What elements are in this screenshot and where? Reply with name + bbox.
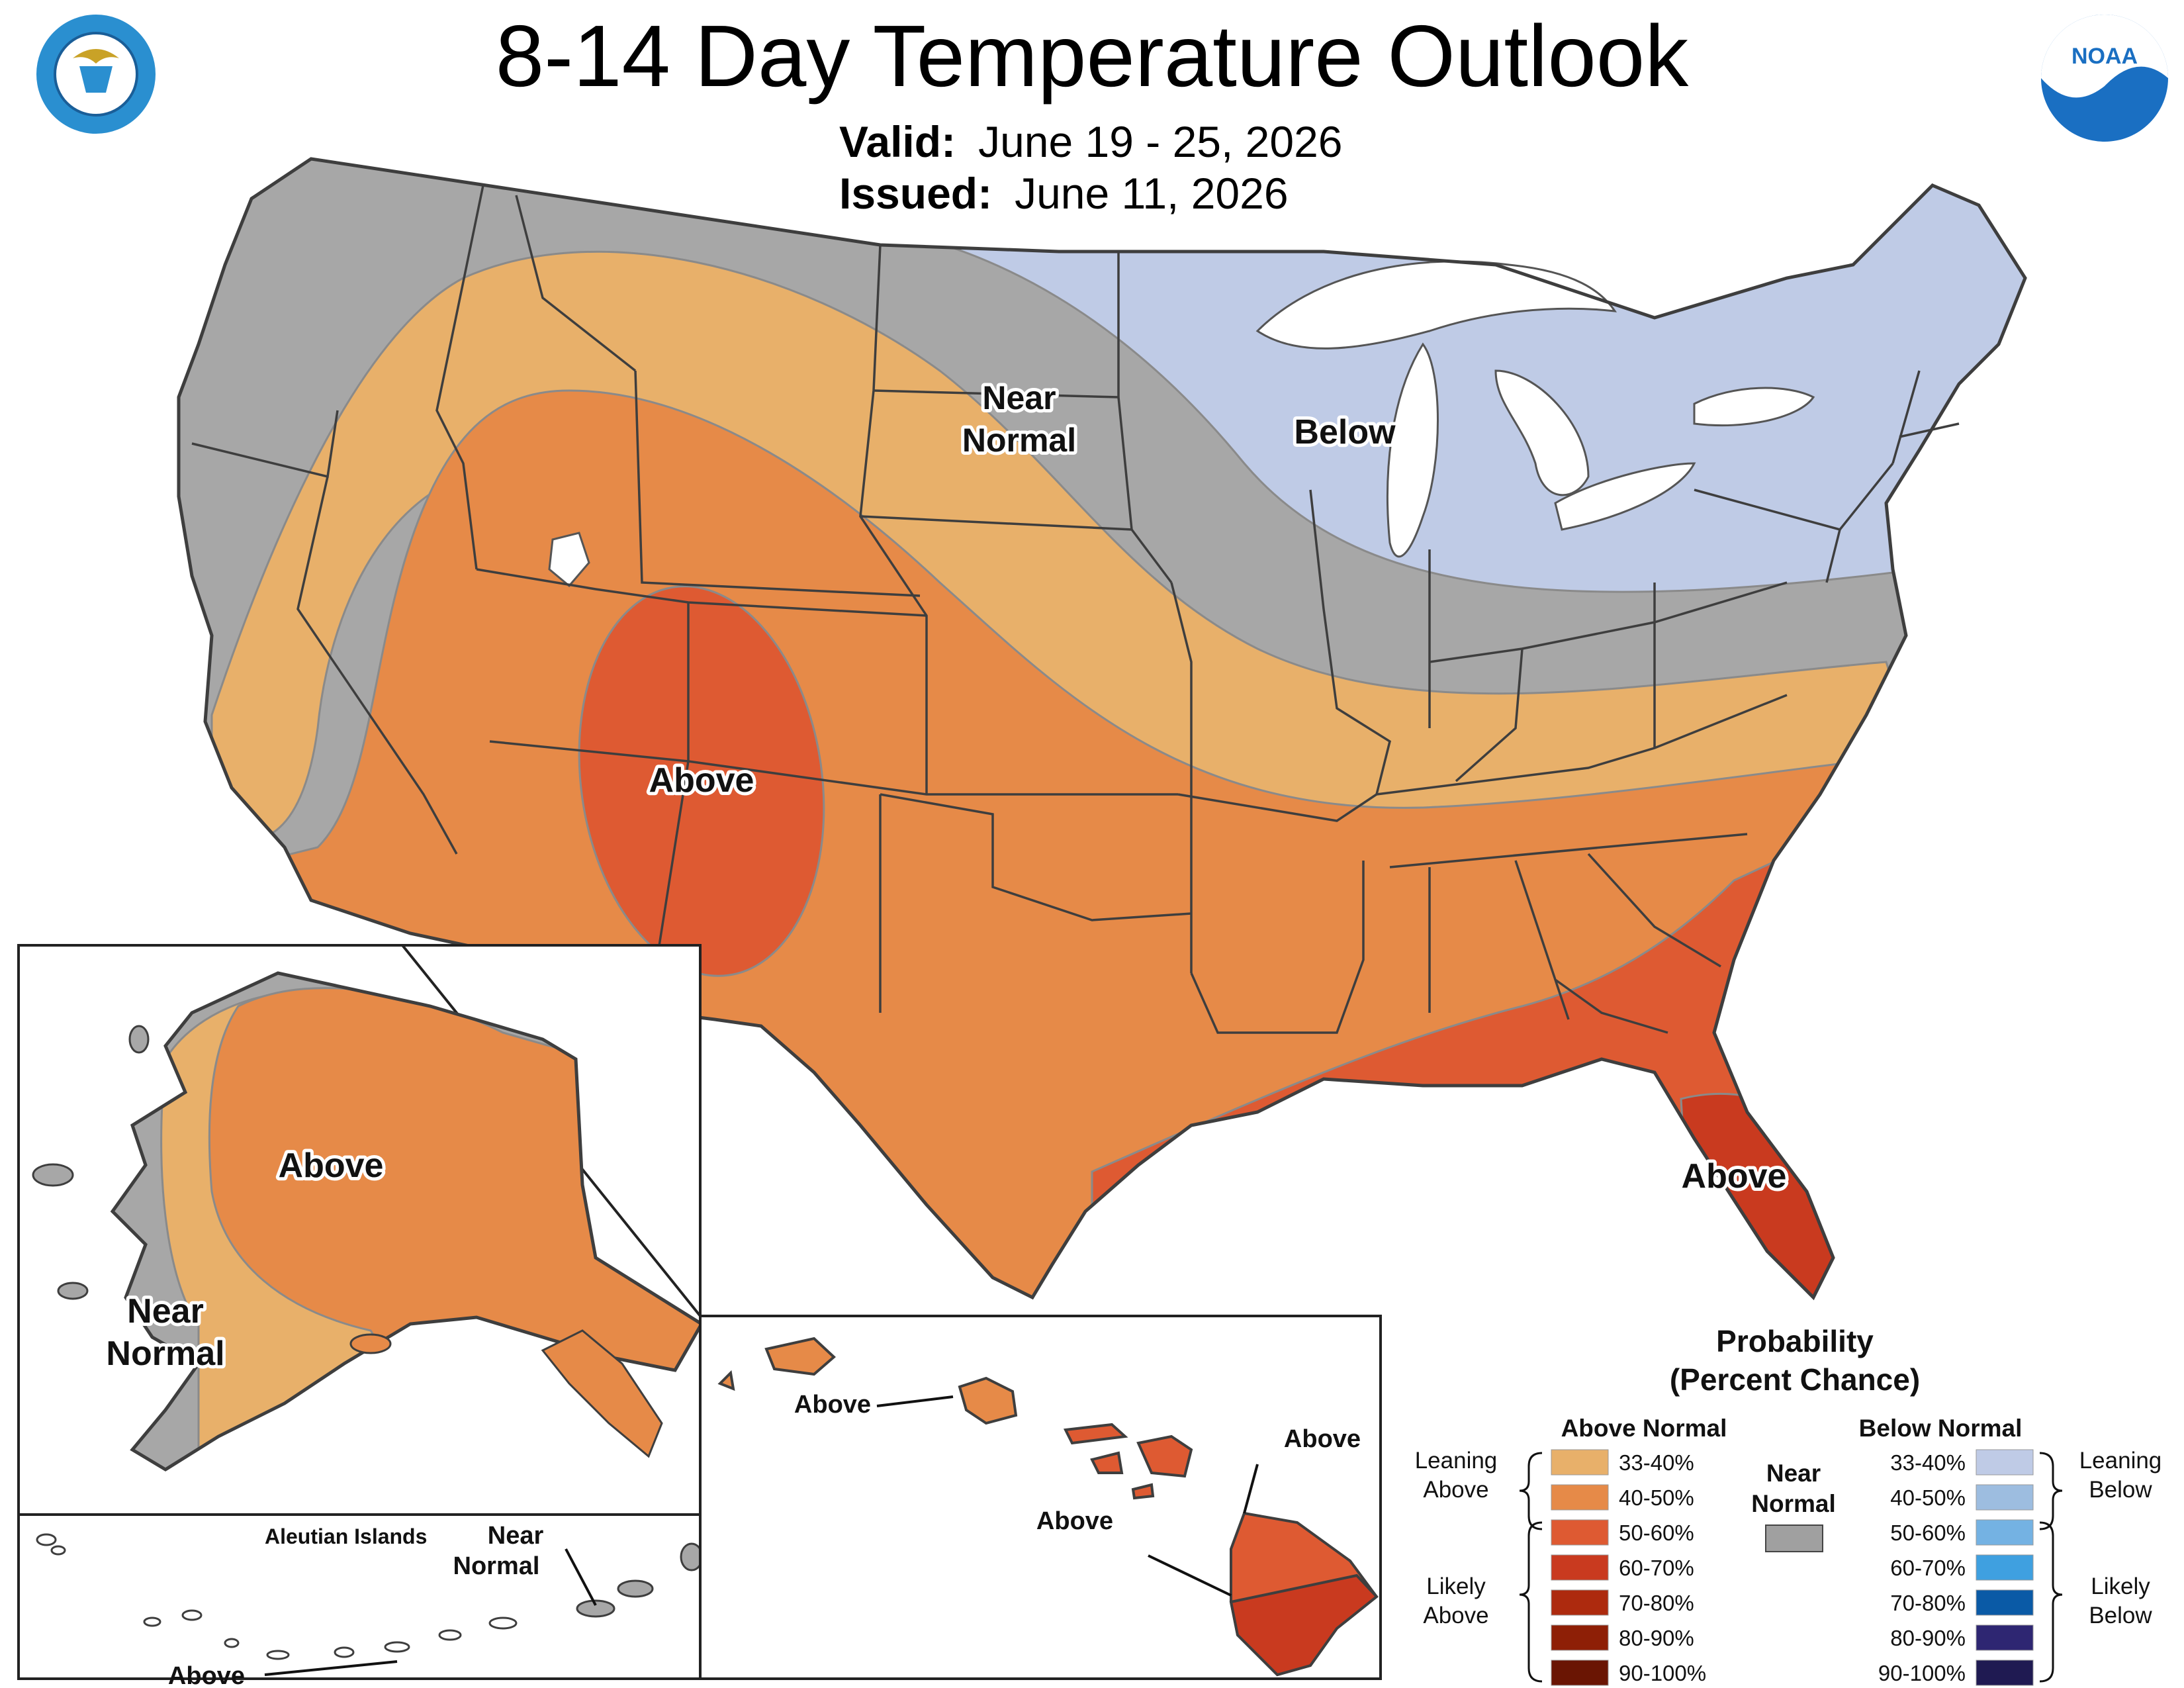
legend-below-range-1: 40-50% bbox=[1890, 1485, 1966, 1510]
legend-below-range-4: 70-80% bbox=[1890, 1591, 1966, 1615]
conus-above-florida-label: Above bbox=[1682, 1157, 1787, 1196]
legend-below-swatch-5 bbox=[1976, 1624, 2034, 1651]
legend-above-range-1: 40-50% bbox=[1619, 1485, 1694, 1510]
legend-title-2: (Percent Chance) bbox=[1670, 1362, 1920, 1397]
legend-leaning-above-2: Above bbox=[1423, 1477, 1488, 1503]
department-of-commerce-seal bbox=[34, 12, 158, 136]
issued-date-line: Issued: June 11, 2026 bbox=[839, 168, 1289, 218]
valid-label: Valid: bbox=[839, 117, 956, 166]
alaska-inset: Above Near Normal bbox=[17, 944, 704, 1516]
legend-above-range-6: 90-100% bbox=[1619, 1661, 1706, 1685]
legend-below-swatch-3 bbox=[1976, 1554, 2034, 1581]
aleutian-inset: Aleutian Islands Near Normal Above bbox=[17, 1513, 704, 1688]
legend-likely-above-2: Above bbox=[1423, 1603, 1488, 1628]
legend-braces bbox=[1519, 1452, 2063, 1683]
legend-near-header-2: Normal bbox=[1751, 1490, 1835, 1517]
hawaii-above-label-1: Above bbox=[794, 1391, 871, 1419]
state-boundaries bbox=[191, 185, 1960, 1034]
legend-likely-below-1: Likely bbox=[2091, 1573, 2150, 1599]
legend-below-range-3: 60-70% bbox=[1890, 1556, 1966, 1580]
alaska-near-normal-label-1: Near bbox=[127, 1292, 204, 1331]
hawaii-above-label-3: Above bbox=[1036, 1507, 1113, 1535]
legend-near-swatch bbox=[1765, 1524, 1823, 1552]
legend-near-header-1: Near bbox=[1766, 1460, 1821, 1487]
noaa-logo: NOAA bbox=[2041, 15, 2168, 142]
legend-below-swatch-2 bbox=[1976, 1519, 2034, 1546]
great-lakes bbox=[548, 260, 1815, 588]
legend-above-range-4: 70-80% bbox=[1619, 1591, 1694, 1615]
issued-label: Issued: bbox=[839, 169, 993, 218]
legend-below-swatch-4 bbox=[1976, 1589, 2034, 1616]
valid-date-line: Valid: June 19 - 25, 2026 bbox=[839, 117, 1343, 167]
valid-value: June 19 - 25, 2026 bbox=[978, 117, 1343, 166]
legend-likely-above-1: Likely bbox=[1426, 1573, 1486, 1599]
aleutian-above-label: Above bbox=[168, 1662, 245, 1688]
legend-above-swatch-2 bbox=[1551, 1519, 1609, 1546]
legend-below-range-2: 50-60% bbox=[1890, 1521, 1966, 1545]
legend-above-swatch-1 bbox=[1551, 1484, 1609, 1511]
legend-below-header: Below Normal bbox=[1859, 1415, 2023, 1442]
legend-leaning-below-2: Below bbox=[2089, 1477, 2152, 1503]
map-title: 8-14 Day Temperature Outlook bbox=[495, 7, 1689, 105]
conus-above-southwest-label: Above bbox=[649, 761, 754, 800]
conus-near-normal-label-1: Near bbox=[982, 379, 1056, 416]
legend-below-swatch-1 bbox=[1976, 1484, 2034, 1511]
legend-above-swatch-5 bbox=[1551, 1624, 1609, 1651]
legend-below-range-0: 33-40% bbox=[1890, 1450, 1966, 1475]
legend-title-1: Probability bbox=[1716, 1324, 1874, 1358]
alaska-near-normal-label-2: Normal bbox=[106, 1335, 224, 1373]
legend-above-rows: 33-40% 40-50% 50-60% 60-70% 70-80% 80-90% 90-1… bbox=[1551, 1449, 1706, 1686]
legend-below-range-6: 90-100% bbox=[1878, 1661, 1966, 1685]
legend-below-range-5: 80-90% bbox=[1890, 1626, 1966, 1650]
issued-value: June 11, 2026 bbox=[1015, 169, 1289, 218]
legend-below-swatch-0 bbox=[1976, 1449, 2034, 1476]
legend: Probability (Percent Chance) Above Norma… bbox=[1415, 1324, 2162, 1686]
legend-leaning-below-1: Leaning bbox=[2079, 1448, 2162, 1474]
above-60-70-florida bbox=[1680, 1093, 1868, 1297]
conus-near-normal-label-2: Normal bbox=[962, 422, 1076, 459]
legend-above-swatch-4 bbox=[1551, 1589, 1609, 1616]
svg-text:NOAA: NOAA bbox=[2071, 44, 2138, 69]
legend-below-rows: 33-40% 40-50% 50-60% 60-70% 70-80% 80-90% 90-1… bbox=[1878, 1449, 2034, 1686]
legend-above-range-5: 80-90% bbox=[1619, 1626, 1694, 1650]
hawaii-inset: Above Above Above bbox=[699, 1315, 1382, 1680]
legend-likely-below-2: Below bbox=[2089, 1603, 2152, 1628]
legend-above-range-2: 50-60% bbox=[1619, 1521, 1694, 1545]
above-50-60-southwest bbox=[578, 585, 825, 977]
legend-above-swatch-0 bbox=[1551, 1449, 1609, 1476]
legend-below-swatch-6 bbox=[1976, 1660, 2034, 1686]
legend-above-header: Above Normal bbox=[1561, 1415, 1727, 1442]
aleutian-near-normal-label-2: Normal bbox=[453, 1552, 540, 1580]
conus-below-label: Below bbox=[1294, 413, 1396, 451]
legend-above-range-0: 33-40% bbox=[1619, 1450, 1694, 1475]
aleutian-near-normal-label-1: Near bbox=[488, 1522, 544, 1550]
aleutian-title: Aleutian Islands bbox=[265, 1524, 427, 1548]
hawaii-above-label-2: Above bbox=[1284, 1425, 1361, 1453]
legend-above-swatch-6 bbox=[1551, 1660, 1609, 1686]
alaska-above-label: Above bbox=[279, 1147, 384, 1185]
legend-above-swatch-3 bbox=[1551, 1554, 1609, 1581]
legend-leaning-above-1: Leaning bbox=[1415, 1448, 1498, 1474]
legend-above-range-3: 60-70% bbox=[1619, 1556, 1694, 1580]
